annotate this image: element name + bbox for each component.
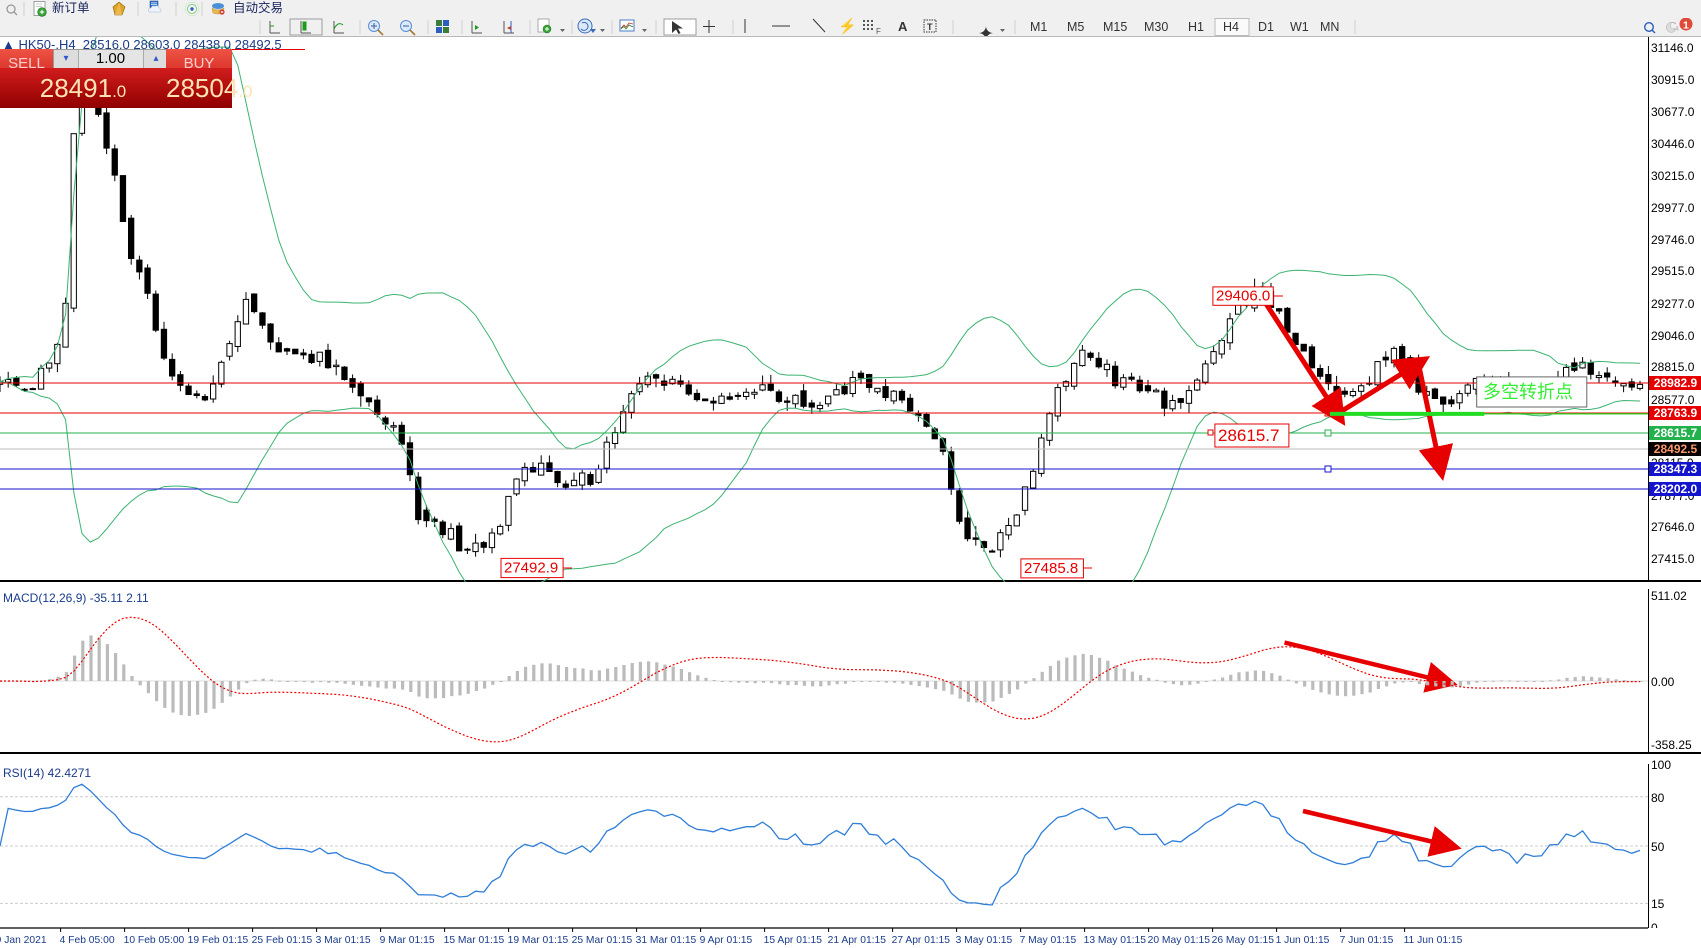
svg-text:19 Mar 01:15: 19 Mar 01:15: [508, 935, 569, 946]
svg-text:✦: ✦: [978, 24, 994, 36]
svg-text:H1: H1: [1188, 20, 1204, 34]
svg-text:26 May 01:15: 26 May 01:15: [1212, 935, 1275, 946]
svg-text:4 Feb 05:00: 4 Feb 05:00: [60, 935, 115, 946]
svg-text:25 Mar 01:15: 25 Mar 01:15: [572, 935, 633, 946]
svg-text:28615.7: 28615.7: [1218, 426, 1279, 445]
svg-text:21 Apr 01:15: 21 Apr 01:15: [828, 935, 887, 946]
svg-text:T: T: [927, 22, 933, 32]
svg-text:自动交易: 自动交易: [233, 0, 283, 15]
svg-text:20 May 01:15: 20 May 01:15: [1148, 935, 1211, 946]
svg-text:9 Apr 01:15: 9 Apr 01:15: [700, 935, 753, 946]
svg-text:MN: MN: [1320, 20, 1339, 34]
svg-text:15 Apr 01:15: 15 Apr 01:15: [764, 935, 823, 946]
svg-text:多空转折点: 多空转折点: [1483, 382, 1573, 402]
svg-text:A: A: [898, 19, 908, 34]
svg-text:3 Mar 01:15: 3 Mar 01:15: [316, 935, 371, 946]
svg-text:M1: M1: [1030, 20, 1047, 34]
svg-text:7 Jun 01:15: 7 Jun 01:15: [1340, 935, 1394, 946]
svg-text:11 Jun 01:15: 11 Jun 01:15: [1404, 935, 1463, 946]
svg-text:27492.9: 27492.9: [504, 560, 558, 577]
svg-text:D1: D1: [1258, 20, 1274, 34]
svg-text:M5: M5: [1067, 20, 1084, 34]
svg-text:7 May 01:15: 7 May 01:15: [1020, 935, 1077, 946]
svg-text:H4: H4: [1223, 20, 1239, 34]
svg-text:10 Feb 05:00: 10 Feb 05:00: [124, 935, 185, 946]
svg-text:15 Mar 01:15: 15 Mar 01:15: [444, 935, 505, 946]
svg-text:19 Feb 01:15: 19 Feb 01:15: [188, 935, 249, 946]
svg-text:新订单: 新订单: [52, 0, 90, 15]
svg-text:27485.8: 27485.8: [1024, 560, 1078, 577]
svg-text:F: F: [876, 27, 881, 36]
svg-text:M30: M30: [1144, 20, 1168, 34]
svg-text:3 May 01:15: 3 May 01:15: [956, 935, 1013, 946]
svg-text:13 May 01:15: 13 May 01:15: [1084, 935, 1147, 946]
svg-text:31 Mar 01:15: 31 Mar 01:15: [636, 935, 697, 946]
svg-text:⚡: ⚡: [838, 18, 857, 35]
svg-text:25 Feb 01:15: 25 Feb 01:15: [252, 935, 313, 946]
svg-text:W1: W1: [1290, 20, 1309, 34]
svg-text:9 Jan 2021: 9 Jan 2021: [0, 935, 47, 946]
svg-text:9 Mar 01:15: 9 Mar 01:15: [380, 935, 435, 946]
svg-text:29406.0: 29406.0: [1216, 288, 1270, 305]
svg-text:1: 1: [1683, 20, 1689, 32]
svg-text:27 Apr 01:15: 27 Apr 01:15: [892, 935, 951, 946]
svg-text:1 Jun 01:15: 1 Jun 01:15: [1276, 935, 1330, 946]
svg-text:M15: M15: [1103, 20, 1127, 34]
